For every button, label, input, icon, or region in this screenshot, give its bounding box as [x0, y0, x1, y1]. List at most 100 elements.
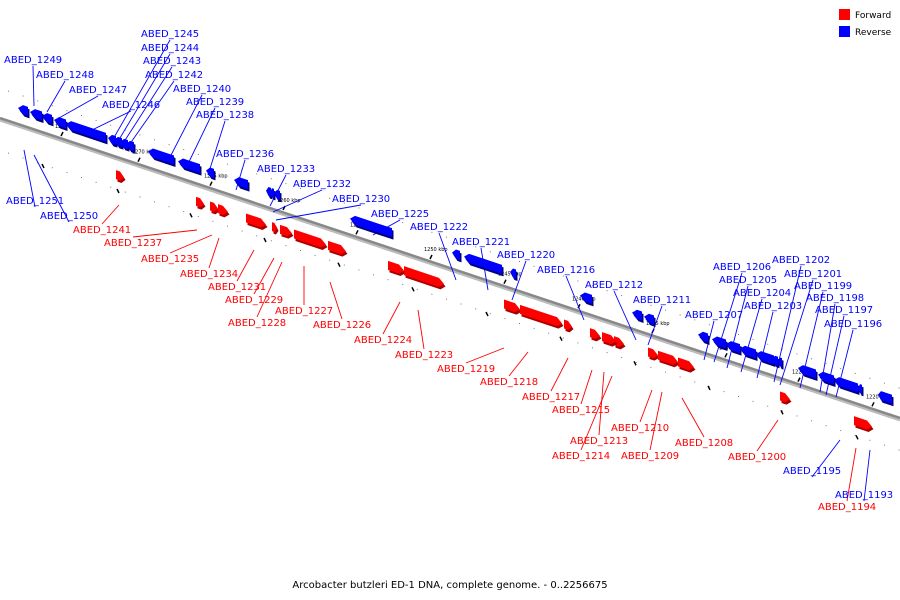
gene-abed_1233[interactable]: [266, 186, 271, 197]
gene-label-abed_1216[interactable]: ABED_1216: [537, 265, 595, 276]
gene-label-abed_1228[interactable]: ABED_1228: [228, 318, 286, 329]
gene-label-abed_1232[interactable]: ABED_1232: [293, 179, 351, 190]
gene-abed_1230[interactable]: [274, 189, 280, 200]
gene-abed_1235[interactable]: [210, 201, 218, 212]
gene-label-abed_1238[interactable]: ABED_1238: [196, 110, 254, 121]
gene-label-abed_1199[interactable]: ABED_1199: [794, 281, 852, 292]
gene-abed_1228[interactable]: [280, 224, 292, 237]
gene-abed_1220[interactable]: [510, 268, 516, 279]
gene-label-abed_1211[interactable]: ABED_1211: [633, 295, 691, 306]
gene-label-abed_1248[interactable]: ABED_1248: [36, 70, 94, 81]
gene-label-abed_1230[interactable]: ABED_1230: [332, 194, 390, 205]
gene-label-abed_1246[interactable]: ABED_1246: [102, 100, 160, 111]
gene-label-abed_1214[interactable]: ABED_1214: [552, 451, 610, 462]
gene-label-abed_1236[interactable]: ABED_1236: [216, 149, 274, 160]
gene-label-abed_1222[interactable]: ABED_1222: [410, 222, 468, 233]
gene-abed_1193[interactable]: [878, 391, 892, 404]
gene-abed_1251[interactable]: [18, 105, 28, 116]
gene-label-abed_1241[interactable]: ABED_1241: [73, 225, 131, 236]
gene-label-abed_1209[interactable]: ABED_1209: [621, 451, 679, 462]
gene-abed_1202[interactable]: [772, 355, 778, 366]
gene-label-abed_1247[interactable]: ABED_1247: [69, 85, 127, 96]
gene-label-abed_1194[interactable]: ABED_1194: [818, 502, 876, 513]
gene-abed_1203[interactable]: [756, 351, 774, 365]
gene-label-abed_1219[interactable]: ABED_1219: [437, 364, 495, 375]
gene-abed_1206[interactable]: [712, 336, 726, 349]
gene-label-abed_1242[interactable]: ABED_1242: [145, 70, 203, 81]
gene-label-abed_1233[interactable]: ABED_1233: [257, 164, 315, 175]
gene-abed_1223[interactable]: [404, 266, 444, 287]
gene-label-abed_1195[interactable]: ABED_1195: [783, 466, 841, 477]
gene-abed_1204[interactable]: [740, 345, 756, 359]
gene-label-abed_1226[interactable]: ABED_1226: [313, 320, 371, 331]
gene-abed_1248[interactable]: [42, 113, 52, 124]
gene-abed_1213[interactable]: [602, 332, 616, 345]
gene-abed_1219[interactable]: [504, 299, 520, 313]
gene-abed_1222[interactable]: [452, 249, 460, 260]
gene-label-abed_1239[interactable]: ABED_1239: [186, 97, 244, 108]
gene-label-abed_1225[interactable]: ABED_1225: [371, 209, 429, 220]
gene-abed_1234[interactable]: [218, 204, 228, 215]
gene-abed_1207[interactable]: [698, 331, 708, 343]
gene-abed_1246[interactable]: [66, 121, 106, 142]
gene-label-abed_1196[interactable]: ABED_1196: [824, 319, 882, 330]
gene-label-abed_1220[interactable]: ABED_1220: [497, 250, 555, 261]
gene-abed_1244[interactable]: [114, 136, 122, 148]
gene-abed_1226[interactable]: [328, 240, 346, 255]
gene-label-abed_1221[interactable]: ABED_1221: [452, 237, 510, 248]
gene-label-abed_1193[interactable]: ABED_1193: [835, 490, 893, 501]
gene-label-abed_1240[interactable]: ABED_1240: [173, 84, 231, 95]
gene-abed_1238[interactable]: [206, 167, 214, 178]
gene-label-abed_1218[interactable]: ABED_1218: [480, 377, 538, 388]
gene-label-abed_1251[interactable]: ABED_1251: [6, 196, 64, 207]
gene-label-abed_1215[interactable]: ABED_1215: [552, 405, 610, 416]
gene-label-abed_1243[interactable]: ABED_1243: [143, 56, 201, 67]
gene-label-abed_1201[interactable]: ABED_1201: [784, 269, 842, 280]
gene-label-abed_1227[interactable]: ABED_1227: [275, 306, 333, 317]
gene-label-abed_1224[interactable]: ABED_1224: [354, 335, 412, 346]
gene-abed_1236[interactable]: [234, 177, 248, 190]
gene-label-abed_1231[interactable]: ABED_1231: [208, 282, 266, 293]
gene-label-abed_1208[interactable]: ABED_1208: [675, 438, 733, 449]
gene-abed_1194[interactable]: [854, 416, 872, 430]
gene-abed_1243[interactable]: [120, 138, 128, 150]
gene-abed_1221[interactable]: [464, 253, 502, 274]
gene-label-abed_1206[interactable]: ABED_1206: [713, 262, 771, 273]
gene-label-abed_1203[interactable]: ABED_1203: [744, 301, 802, 312]
gene-label-abed_1223[interactable]: ABED_1223: [395, 350, 453, 361]
gene-label-abed_1229[interactable]: ABED_1229: [225, 295, 283, 306]
gene-abed_1212[interactable]: [632, 309, 642, 321]
gene-label-abed_1197[interactable]: ABED_1197: [815, 305, 873, 316]
gene-abed_1225[interactable]: [350, 215, 392, 238]
gene-abed_1218[interactable]: [520, 304, 562, 327]
gene-label-abed_1250[interactable]: ABED_1250: [40, 211, 98, 222]
gene-label-abed_1234[interactable]: ABED_1234: [180, 269, 238, 280]
gene-abed_1247[interactable]: [54, 117, 66, 129]
gene-abed_1229[interactable]: [272, 222, 277, 232]
gene-abed_1227[interactable]: [294, 229, 326, 248]
gene-label-abed_1212[interactable]: ABED_1212: [585, 280, 643, 291]
gene-label-abed_1210[interactable]: ABED_1210: [611, 423, 669, 434]
gene-abed_1208[interactable]: [678, 357, 694, 371]
gene-label-abed_1245[interactable]: ABED_1245: [141, 29, 199, 40]
gene-label-abed_1200[interactable]: ABED_1200: [728, 452, 786, 463]
gene-abed_1200[interactable]: [780, 391, 790, 403]
gene-label-abed_1198[interactable]: ABED_1198: [806, 293, 864, 304]
gene-abed_1211[interactable]: [644, 313, 654, 325]
gene-abed_1199[interactable]: [798, 365, 816, 379]
gene-label-abed_1213[interactable]: ABED_1213: [570, 436, 628, 447]
gene-abed_1201[interactable]: [778, 357, 782, 368]
gene-abed_1198[interactable]: [818, 371, 834, 385]
gene-abed_1242[interactable]: [126, 140, 134, 152]
gene-abed_1215[interactable]: [590, 328, 600, 339]
gene-abed_1241[interactable]: [116, 170, 124, 181]
gene-abed_1231[interactable]: [246, 213, 266, 228]
gene-abed_1217[interactable]: [564, 319, 572, 330]
gene-abed_1239[interactable]: [178, 158, 200, 174]
gene-label-abed_1244[interactable]: ABED_1244: [141, 43, 199, 54]
gene-label-abed_1237[interactable]: ABED_1237: [104, 238, 162, 249]
gene-abed_1216[interactable]: [580, 292, 592, 304]
gene-abed_1237[interactable]: [196, 196, 204, 208]
gene-abed_1240[interactable]: [148, 148, 174, 165]
gene-abed_1245[interactable]: [108, 134, 116, 146]
